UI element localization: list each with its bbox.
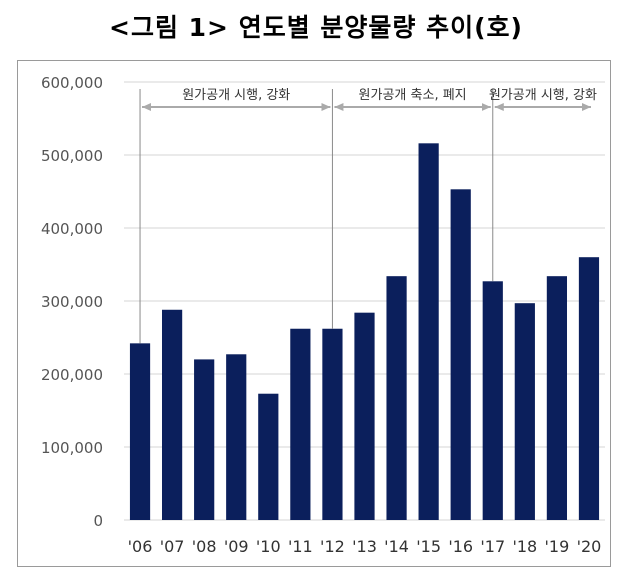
chart-frame: [17, 60, 611, 567]
bar-18: [514, 303, 535, 520]
y-tick-label: 400,000: [41, 220, 103, 238]
bars: [129, 143, 600, 520]
bar-14: [386, 276, 407, 520]
bar-09: [226, 354, 247, 520]
x-axis-ticks: '06 '07 '08 '09 '10 '11 '12 '13 '14 '15 '16 '17 '18 '…: [128, 537, 602, 556]
bar-07: [161, 309, 183, 520]
x-tick-label: '17: [480, 537, 505, 556]
y-tick-label: 600,000: [41, 74, 103, 92]
x-tick-label: '09: [224, 537, 249, 556]
x-tick-label: '11: [288, 537, 313, 556]
bar-16: [450, 189, 471, 520]
y-tick-label: 200,000: [41, 366, 103, 384]
x-tick-label: '12: [320, 537, 345, 556]
x-tick-label: '13: [352, 537, 377, 556]
y-tick-label: 500,000: [41, 147, 103, 165]
chart-title: <그림 1> 연도별 분양물량 추이(호): [109, 13, 523, 42]
bar-19: [546, 276, 568, 520]
x-tick-label: '19: [545, 537, 570, 556]
y-tick-label: 300,000: [41, 293, 103, 311]
x-tick-label: '16: [448, 537, 473, 556]
bar-15: [418, 143, 439, 520]
period-label: 원가공개 축소, 폐지: [359, 88, 467, 103]
x-tick-label: '08: [192, 537, 217, 556]
period-label: 원가공개 시행, 강화: [489, 87, 597, 103]
x-tick-label: '10: [256, 537, 281, 556]
bar-13: [354, 312, 375, 520]
y-tick-label: 0: [93, 512, 103, 530]
x-tick-label: '07: [160, 537, 185, 556]
y-axis-ticks: 0 100,000 200,000 300,000 400,000 500,000 600,…: [41, 74, 103, 530]
period-label: 원가공개 시행, 강화: [182, 87, 290, 103]
bar-06: [129, 343, 151, 520]
bar-20: [578, 257, 600, 520]
x-tick-label: '15: [416, 537, 441, 556]
x-tick-label: '06: [128, 537, 153, 556]
x-tick-label: '18: [512, 537, 537, 556]
y-tick-label: 100,000: [41, 439, 103, 457]
bar-10: [258, 393, 279, 520]
bar-12: [322, 328, 343, 520]
bar-17: [482, 281, 503, 520]
x-tick-label: '20: [577, 537, 602, 556]
bar-11: [290, 328, 311, 520]
bar-08: [194, 359, 215, 520]
annotations: 원가공개 시행, 강화 원가공개 축소, 폐지 원가공개 시행, 강화: [139, 87, 597, 344]
x-tick-label: '14: [384, 537, 409, 556]
